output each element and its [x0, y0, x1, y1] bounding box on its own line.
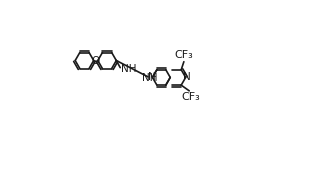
Text: CF₃: CF₃: [174, 50, 193, 60]
Text: N: N: [148, 72, 155, 82]
Text: CF₃: CF₃: [182, 92, 200, 102]
Text: NH: NH: [121, 64, 136, 74]
Text: O: O: [91, 56, 100, 66]
Text: NH: NH: [142, 73, 158, 83]
Text: N: N: [183, 72, 190, 82]
